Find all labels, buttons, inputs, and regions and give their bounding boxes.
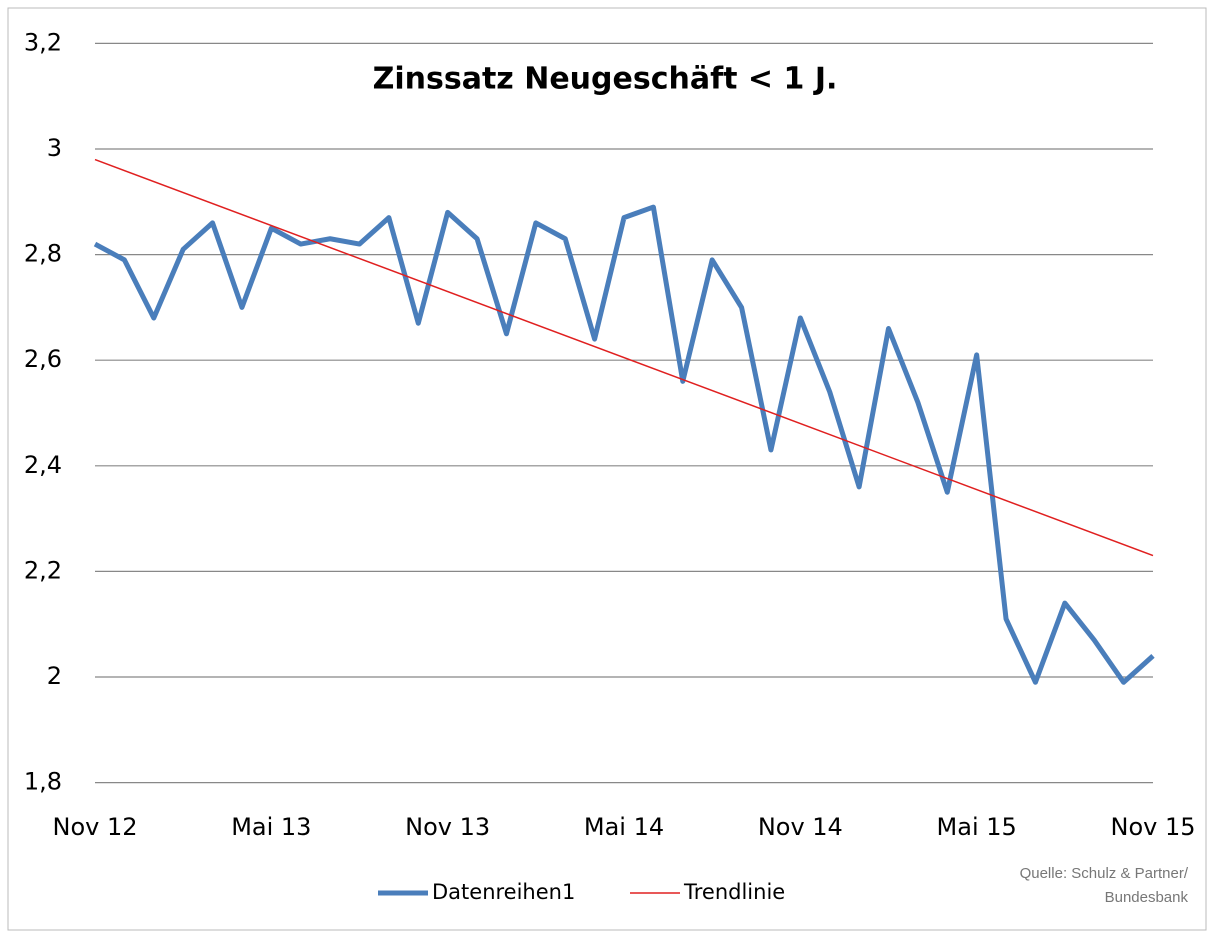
x-tick-label: Nov 13: [405, 813, 490, 841]
trend-line: [94, 158, 1154, 557]
y-tick-label: 3,2: [24, 28, 62, 56]
y-tick-label: 3: [47, 134, 62, 162]
y-tick-label: 1,8: [24, 768, 62, 796]
x-tick-label: Mai 14: [584, 813, 664, 841]
source-note: Quelle: Schulz & Partner/: [1020, 865, 1189, 882]
chart-title: Zinssatz Neugeschäft < 1 J.: [373, 62, 838, 97]
x-tick-label: Mai 15: [937, 813, 1017, 841]
source-note: Bundesbank: [1105, 889, 1189, 906]
x-tick-label: Nov 12: [52, 813, 137, 841]
x-tick-label: Nov 15: [1110, 813, 1195, 841]
x-tick-label: Mai 13: [231, 813, 311, 841]
y-tick-label: 2,2: [24, 556, 62, 584]
y-tick-label: 2,8: [24, 240, 62, 268]
chart-border: [7, 7, 1207, 931]
y-tick-label: 2: [47, 662, 62, 690]
legend-label: Datenreihen1: [432, 880, 575, 904]
x-tick-label: Nov 14: [758, 813, 843, 841]
legend-label: Trendlinie: [683, 880, 785, 904]
data-line: [93, 204, 1155, 685]
y-tick-label: 2,6: [24, 345, 62, 373]
y-tick-label: 2,4: [24, 451, 62, 479]
